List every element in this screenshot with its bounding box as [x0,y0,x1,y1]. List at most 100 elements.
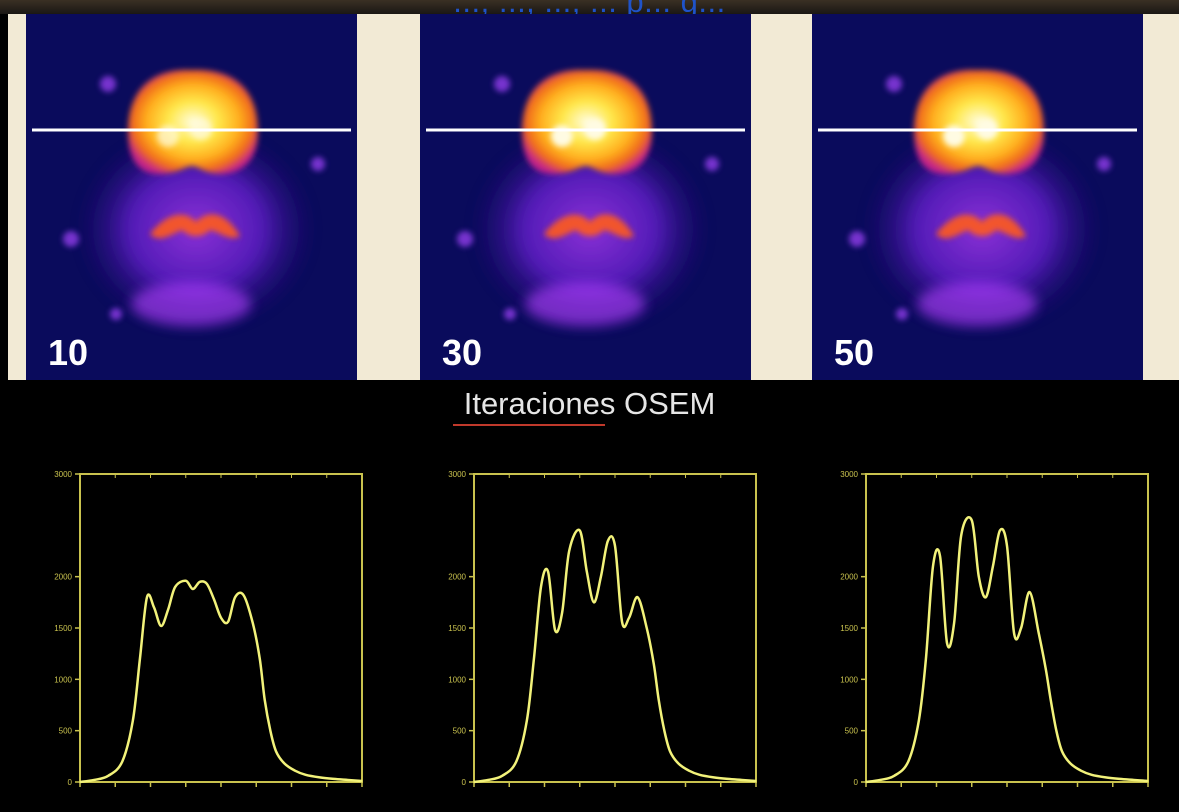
profile-point [568,550,570,552]
profile-point [294,770,296,772]
profile-chart-2: 0 500 1000 1500 2000 3000 [448,470,757,787]
profile-point [347,779,349,781]
y-tick-label: 500 [59,727,73,736]
profile-point [1133,779,1135,781]
profile-point [953,622,955,624]
profile-point [893,775,895,777]
y-tick-label: 1000 [448,675,466,684]
profile-point [978,576,980,578]
profile-point [199,581,201,583]
y-tick-label: 1500 [54,624,72,633]
profile-point [1028,591,1031,593]
profile-point [1006,545,1008,547]
profile-point [153,606,155,609]
profile-point [540,586,542,588]
pet-slice-drawing [32,69,351,334]
profile-point [269,730,271,732]
profile-point [275,750,277,752]
profile-series-line [473,528,757,784]
profile-point [614,545,616,547]
profile-point [473,781,475,783]
profile-point [259,658,261,660]
profile-point [946,642,948,644]
y-tick-label: 3000 [54,470,72,479]
profile-point [1020,627,1022,629]
profile-point [992,565,994,567]
pet-slice-drawing [818,69,1137,334]
iteration-label: 30 [442,332,483,373]
profile-point [579,529,581,532]
profile-point [533,658,535,660]
y-tick-label: 0 [462,778,467,787]
profile-point [93,779,95,781]
y-tick-label: 2000 [54,573,72,582]
profile-point [636,596,639,598]
profile-point [918,719,920,721]
profile-point [960,535,962,537]
profile-point [999,529,1001,532]
profile-point [305,774,307,776]
y-tick-label: 2000 [840,573,858,582]
profile-point [1055,730,1057,732]
profile-point [586,570,588,573]
profile-point [628,617,630,619]
profile-point [865,781,867,783]
profile-point [167,608,169,611]
profile-point [227,621,229,623]
y-tick-label: 0 [68,778,73,787]
profile-point [213,598,215,600]
profile-point [607,540,609,542]
pet-image-50: 50 [812,14,1143,380]
profile-point [333,778,335,780]
profile-point [160,625,162,627]
profile-point [755,780,757,782]
profile-point [939,555,941,557]
spellcheck-underline [453,424,605,426]
iteration-label: 50 [834,332,875,373]
profile-point [713,776,715,778]
profile-point [501,775,503,777]
profile-point [1069,762,1072,765]
plot-frame [865,473,1149,783]
profile-point [554,629,556,631]
plot-frame [473,473,757,783]
y-tick-label: 3000 [840,470,858,479]
profile-point [1061,750,1063,752]
y-tick-label: 500 [453,727,467,736]
profile-point [361,780,363,782]
profile-point [132,719,134,721]
profile-point [283,762,286,765]
profile-series-line [865,516,1149,784]
profile-point [1080,770,1082,772]
profile-point [242,594,245,596]
profile-point [688,770,690,772]
profile-point [669,750,671,752]
profile-point [727,778,729,780]
pet-image-30: 30 [420,14,751,380]
profile-point [907,760,909,763]
profile-point [985,596,987,598]
profile-point [234,596,236,598]
profile-point [107,775,109,777]
profile-chart-3: 0 500 1000 1500 2000 3000 [840,470,1149,787]
y-tick-label: 2000 [448,573,466,582]
profile-chart-1: 0 500 1000 1500 2000 3000 [54,470,363,787]
profile-point [174,586,176,588]
profile-point [1045,668,1047,670]
profile-point [547,570,549,573]
profile-point [252,622,254,624]
top-band [0,0,1179,14]
image-frame-3 [1143,14,1179,380]
profile-point [561,612,563,614]
profile-point [319,776,321,778]
profile-point [621,621,623,623]
y-tick-label: 1000 [840,675,858,684]
image-frame-2 [750,14,812,380]
profile-point [515,760,517,763]
profile-series-line [79,579,363,784]
profile-point [146,596,148,598]
profile-point [1038,632,1040,634]
caption: Iteraciones OSEM [463,386,716,421]
profile-point [646,627,648,629]
profile-point [192,588,194,590]
